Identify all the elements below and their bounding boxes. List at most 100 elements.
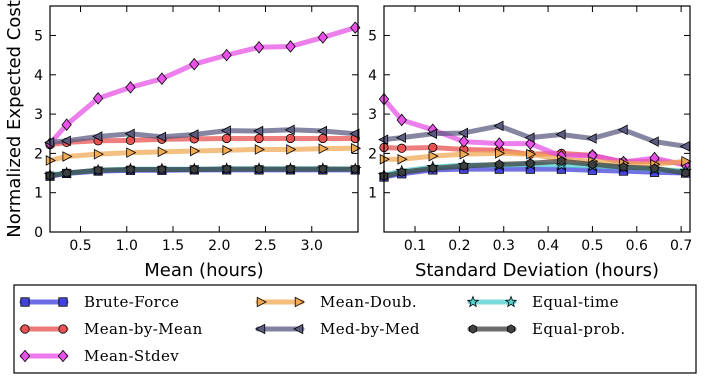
data-point-med-by-med [316, 125, 328, 137]
y-tick-label: 0 [34, 225, 43, 241]
series-mean-doub [45, 143, 362, 166]
data-point-equal-prob [318, 164, 327, 174]
legend-marker [255, 323, 266, 335]
data-point-mean-doub [62, 151, 73, 162]
legend-marker [58, 297, 68, 307]
legend-label: Mean-Stdev [84, 347, 179, 365]
data-point-equal-prob [526, 158, 535, 168]
legend-marker [293, 323, 304, 335]
legend-marker [19, 349, 31, 363]
data-point-mean-by-mean [222, 133, 232, 144]
data-point-equal-prob [650, 163, 659, 173]
legend-marker [20, 297, 30, 307]
data-point-mean-stdev [92, 92, 104, 105]
x-tick-label: 0.2 [448, 238, 470, 254]
y-tick-label: 2 [368, 146, 377, 162]
data-point-equal-prob [126, 164, 135, 175]
x-tick-label: 1.5 [162, 238, 184, 254]
data-point-equal-prob [94, 165, 103, 175]
legend-marker [468, 324, 478, 334]
data-point-mean-stdev [253, 40, 265, 54]
data-point-mean-by-mean [254, 133, 264, 144]
data-point-mean-doub [222, 144, 233, 156]
data-point-equal-prob [62, 168, 71, 178]
data-point-mean-stdev [189, 57, 200, 71]
x-tick-label: 0.6 [626, 238, 648, 254]
legend-label: Equal-time [532, 293, 619, 311]
y-tick-label: 3 [368, 107, 377, 123]
x-tick-label: 0.5 [581, 238, 603, 254]
data-point-equal-prob [557, 156, 566, 166]
x-tick-label: 0.3 [493, 238, 515, 254]
x-tick-label: 0.1 [404, 238, 426, 254]
data-point-mean-doub [93, 148, 104, 160]
legend-label: Brute-Force [84, 293, 179, 311]
data-point-mean-doub [318, 143, 329, 154]
data-point-med-by-med [395, 132, 406, 143]
data-point-med-by-med [284, 124, 295, 136]
data-point-equal-prob [459, 161, 468, 171]
plot-frame [49, 5, 359, 233]
data-point-med-by-med [457, 127, 469, 139]
x-tick-label: 0.7 [670, 238, 692, 254]
y-tick-label: 4 [368, 68, 377, 84]
data-point-mean-by-mean [397, 143, 407, 153]
data-point-equal-prob [619, 162, 628, 172]
data-point-med-by-med [156, 131, 167, 143]
legend-marker [57, 349, 69, 363]
data-point-mean-stdev [317, 31, 328, 44]
x-tick-label: 2.5 [254, 238, 276, 254]
legend-label: Mean-Doub. [320, 293, 417, 311]
data-point-med-by-med [493, 120, 504, 132]
x-tick-label: 0.4 [537, 238, 559, 254]
data-point-med-by-med [617, 124, 628, 136]
mean-panel: 0.5 1.0 1.5 2.0 2.5 3.0 0 1 2 3 4 5 Mean (hours) Norm… [4, 0, 362, 281]
data-point-mean-doub [190, 145, 201, 157]
stdev-panel: 0.1 0.2 0.3 0.4 0.5 0.6 0.7 1 2 3 4 5 Standard Devia… [368, 5, 692, 281]
data-point-med-by-med [679, 141, 690, 152]
legend-item-med-by-med: Med-by-Med [255, 320, 419, 338]
legend-marker [20, 324, 30, 334]
data-point-mean-by-mean [285, 133, 296, 144]
data-point-equal-prob [190, 164, 199, 175]
data-point-med-by-med [524, 132, 535, 143]
legend-marker [294, 296, 305, 308]
data-point-med-by-med [124, 128, 135, 140]
y-tick-label: 2 [34, 146, 43, 162]
series-med-by-med [44, 124, 360, 148]
legend-label: Mean-by-Mean [84, 320, 203, 338]
data-point-mean-doub [286, 144, 297, 155]
data-point-equal-prob [222, 164, 231, 174]
data-point-equal-prob [495, 159, 504, 170]
data-point-mean-stdev [61, 118, 72, 132]
legend-marker [466, 295, 480, 308]
x-axis-label: Standard Deviation (hours) [415, 260, 659, 281]
data-point-med-by-med [60, 135, 71, 147]
x-axis-label: Mean (hours) [144, 260, 263, 281]
data-point-med-by-med [220, 125, 231, 136]
data-point-mean-stdev [125, 81, 136, 94]
data-point-equal-prob [397, 167, 406, 177]
data-point-med-by-med [349, 128, 360, 140]
series-med-by-med [378, 120, 690, 152]
data-point-mean-doub [526, 148, 537, 160]
data-point-med-by-med [92, 131, 103, 142]
y-tick-label: 1 [368, 186, 377, 202]
legend-item-mean-stdev: Mean-Stdev [19, 347, 179, 365]
series-equal-prob [379, 156, 690, 181]
data-point-equal-prob [286, 164, 295, 174]
series-line-mean-stdev [47, 25, 358, 147]
legend-item-brute-force: Brute-Force [19, 293, 179, 311]
y-tick-label: 5 [368, 28, 377, 44]
data-point-equal-prob [681, 168, 690, 178]
data-point-mean-doub [495, 148, 506, 159]
x-tick-label: 3.0 [301, 238, 323, 254]
data-point-equal-prob [254, 164, 264, 174]
legend-item-mean-by-mean: Mean-by-Mean [19, 320, 203, 338]
data-point-mean-stdev [221, 48, 232, 62]
data-point-mean-doub [397, 154, 408, 165]
legend-item-mean-doub: Mean-Doub. [255, 293, 417, 311]
y-axis-label: Normalized Expected Cost [4, 0, 25, 238]
data-point-med-by-med [426, 128, 437, 140]
